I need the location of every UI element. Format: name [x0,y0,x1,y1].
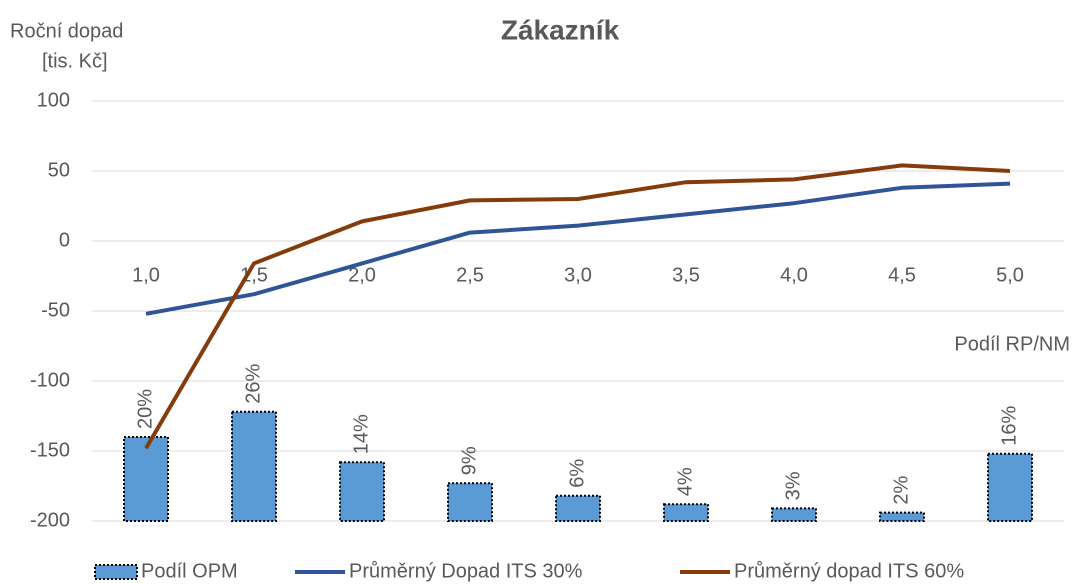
bar [447,482,493,523]
bar [771,507,817,522]
line [144,163,1011,450]
x-axis-title: Podíl RP/NM [954,333,1070,355]
y-tick-label: -50 [41,299,70,321]
y-tick-label: -100 [30,369,70,391]
y-tick-label: 0 [59,229,70,251]
data-label: 4% [674,467,696,496]
chart-title: Zákazník [501,14,620,45]
y-tick-label: -150 [30,439,70,461]
y-tick-label: -200 [30,509,70,531]
legend-label: Průměrný dopad ITS 60% [734,560,964,582]
bar [663,503,709,523]
bar [231,410,277,522]
bar [555,494,601,522]
legend-label: Průměrný Dopad ITS 30% [349,560,583,582]
bar [987,452,1033,522]
data-label: 3% [782,471,804,500]
bar [339,461,385,523]
data-label: 6% [566,459,588,488]
y-tick-label: 100 [37,89,70,111]
x-tick-label: 1,5 [240,264,268,286]
bar [879,511,925,522]
data-label: 20% [134,389,156,429]
x-tick-label: 1,0 [132,264,160,286]
x-tick-label: 5,0 [996,264,1024,286]
x-tick-label: 2,0 [348,264,376,286]
data-label: 2% [890,475,912,504]
x-tick-label: 4,5 [888,264,916,286]
y-axis-title: Roční dopad [10,20,123,42]
legend-label: Podíl OPM [141,560,238,582]
x-tick-label: 4,0 [780,264,808,286]
line [145,181,1011,316]
y-axis-title: [tis. Kč] [42,50,108,72]
data-label: 14% [350,414,372,454]
y-tick-label: 50 [48,159,70,181]
data-label: 16% [998,406,1020,446]
x-tick-label: 2,5 [456,264,484,286]
data-label: 26% [242,364,264,404]
x-tick-label: 3,0 [564,264,592,286]
bar [123,436,169,522]
legend-swatch [94,564,138,580]
x-tick-label: 3,5 [672,264,700,286]
data-label: 9% [458,446,480,475]
